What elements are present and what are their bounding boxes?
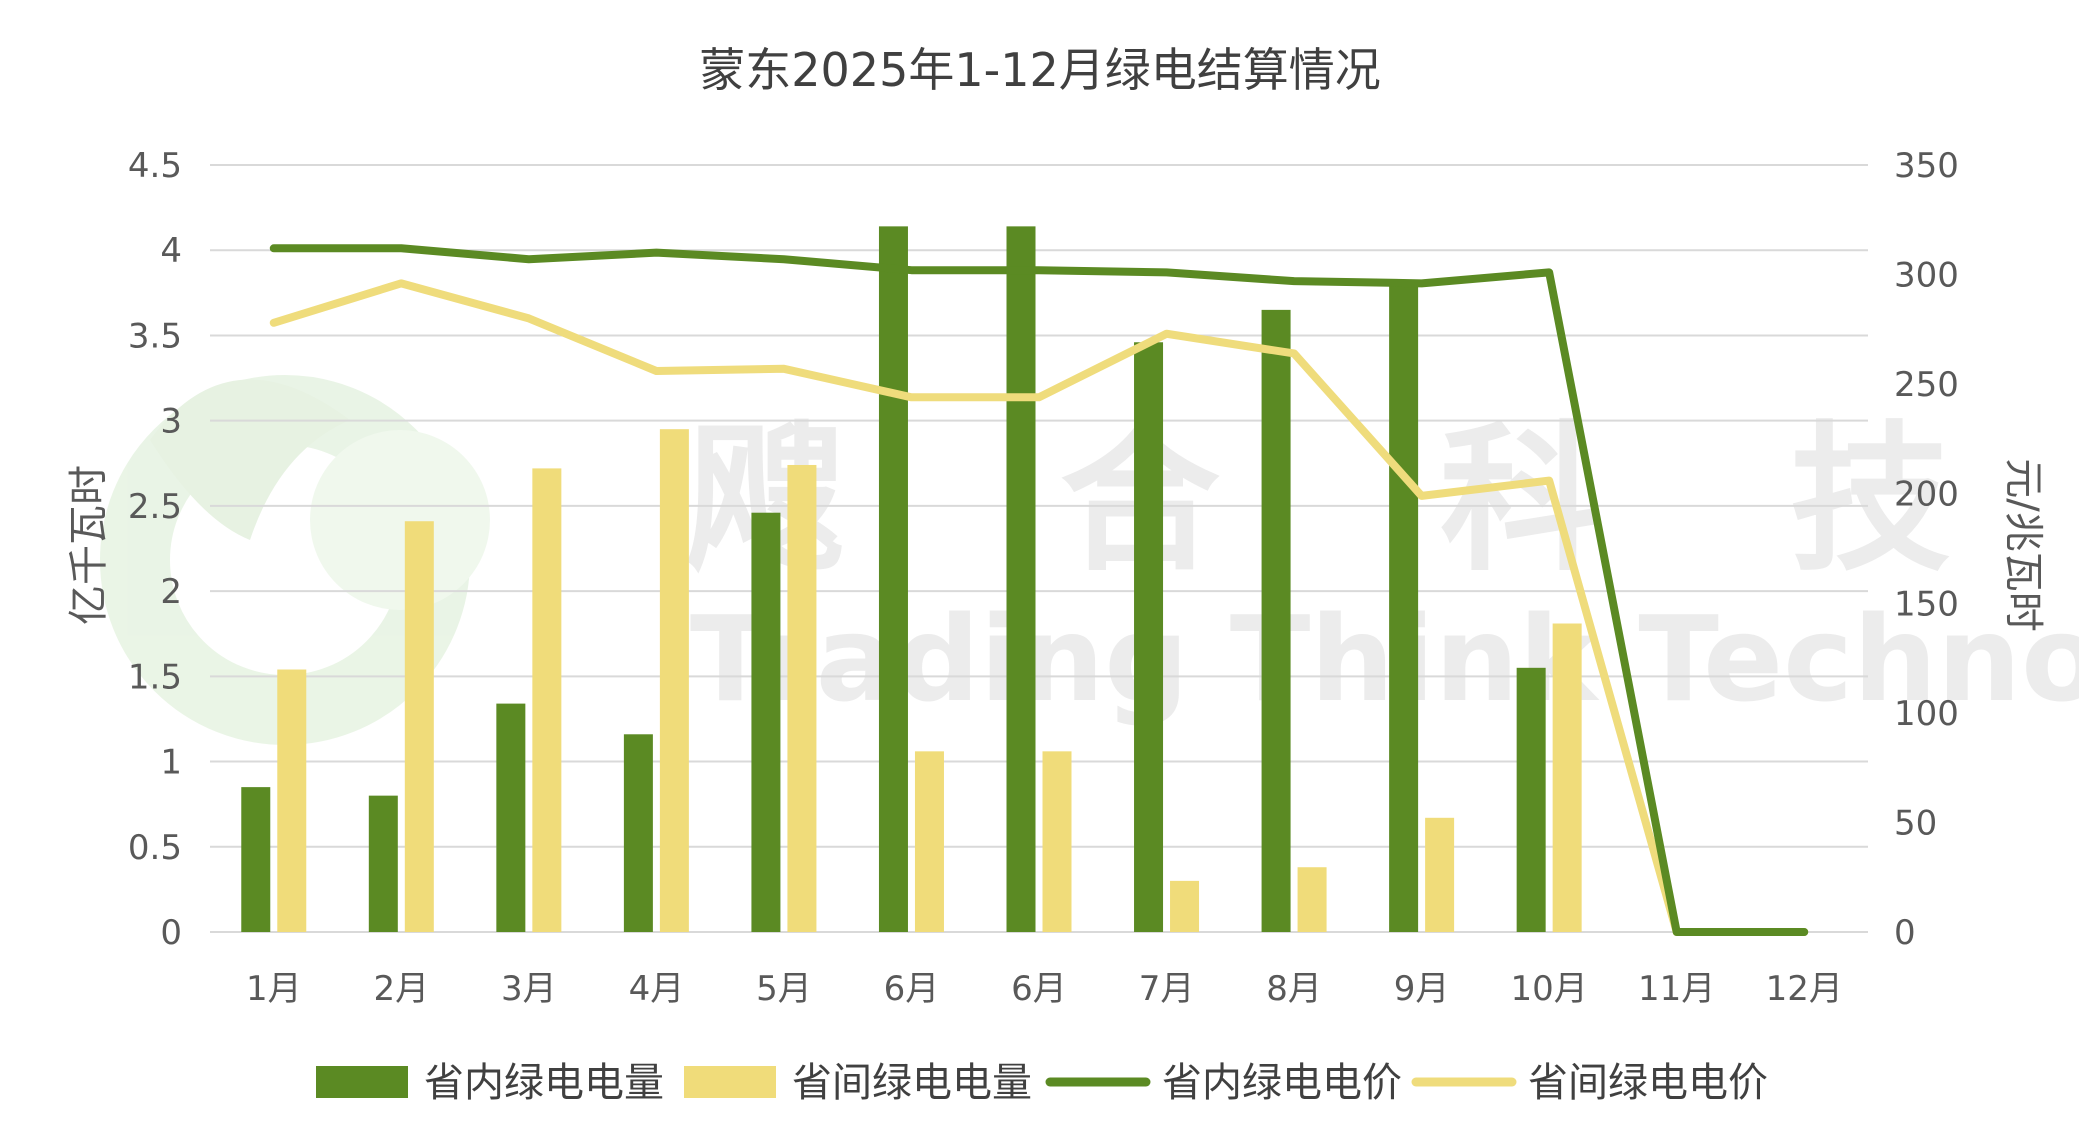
legend-label-inter-volume: 省间绿电电量 [792, 1060, 1032, 1106]
x-tick-label: 2月 [373, 969, 429, 1009]
line-series [269, 244, 1809, 936]
x-tick-label: 6月 [884, 969, 940, 1009]
legend-label-inter-price: 省间绿电电价 [1528, 1060, 1768, 1106]
x-tick-label: 3月 [501, 969, 557, 1009]
x-tick-label: 9月 [1394, 969, 1450, 1009]
bar-inner-volume [1516, 667, 1546, 932]
bar-inner-volume [751, 512, 781, 932]
bar-inter-volume [1552, 623, 1582, 932]
bar-inter-volume [1297, 867, 1327, 932]
bar-inter-volume [1170, 880, 1200, 932]
x-tick-label: 1月 [246, 969, 302, 1009]
x-tick-label: 11月 [1638, 969, 1715, 1009]
bar-inner-volume [1006, 226, 1036, 933]
bar-inner-volume [368, 795, 398, 932]
x-axis-ticks: 1月 2月 3月 4月 5月 6月 6月 7月 8月 9月 10月 11月 12月 [246, 969, 1843, 1009]
left-tick-label: 0.5 [128, 828, 182, 868]
left-tick-label: 4 [160, 231, 182, 271]
watermark-cn-4: 技 [1790, 406, 1950, 593]
right-tick-label: 50 [1894, 803, 1937, 843]
right-tick-label: 200 [1894, 475, 1959, 515]
x-tick-label: 12月 [1766, 969, 1843, 1009]
watermark-logo [100, 375, 490, 745]
right-axis-title: 元/兆瓦时 [2000, 458, 2046, 631]
legend: 省内绿电电量 省间绿电电量 省内绿电电价 省间绿电电价 [316, 1060, 1768, 1106]
legend-swatch-inner-volume [316, 1066, 408, 1098]
right-tick-label: 250 [1894, 365, 1959, 405]
x-tick-label: 8月 [1266, 969, 1322, 1009]
bar-series [241, 226, 1582, 933]
bar-inter-volume [532, 468, 562, 932]
left-tick-label: 3 [160, 402, 182, 442]
bar-inter-volume [787, 464, 817, 932]
left-tick-label: 0 [160, 913, 182, 953]
legend-label-inner-volume: 省内绿电电量 [424, 1060, 664, 1106]
left-tick-label: 2.5 [128, 487, 182, 527]
x-tick-label: 5月 [756, 969, 812, 1009]
left-tick-label: 2 [160, 572, 182, 612]
right-tick-label: 300 [1894, 256, 1959, 296]
bar-inner-volume [1261, 309, 1291, 932]
right-axis-ticks: 0 50 100 150 200 250 300 350 [1894, 146, 1959, 953]
bar-inner-volume [1134, 342, 1164, 932]
x-tick-label: 7月 [1139, 969, 1195, 1009]
legend-swatch-inter-volume [684, 1066, 776, 1098]
gridlines [210, 164, 1868, 933]
bar-inter-volume [1425, 817, 1455, 932]
chart-title: 蒙东2025年1-12月绿电结算情况 [699, 43, 1380, 97]
left-tick-label: 1.5 [128, 657, 182, 697]
line-inner-price [269, 244, 1809, 936]
left-tick-label: 4.5 [128, 146, 182, 186]
right-tick-label: 100 [1894, 694, 1959, 734]
bar-inter-volume [1042, 751, 1072, 932]
left-axis-ticks: 0 0.5 1 1.5 2 2.5 3 3.5 4 4.5 [128, 146, 182, 953]
left-axis-title: 亿千瓦时 [66, 465, 112, 625]
bar-inter-volume [659, 429, 689, 932]
watermark-en: Trading Think Technology [690, 590, 2079, 728]
right-tick-label: 150 [1894, 584, 1959, 624]
x-tick-label: 4月 [629, 969, 685, 1009]
bar-inter-volume [277, 669, 307, 932]
left-tick-label: 1 [160, 743, 182, 783]
x-tick-label: 6月 [1011, 969, 1067, 1009]
watermark: 飕 合 科 技 Trading Think Technology [100, 375, 2079, 745]
right-tick-label: 350 [1894, 146, 1959, 186]
bar-inner-volume [241, 787, 271, 932]
x-tick-label: 10月 [1511, 969, 1588, 1009]
left-tick-label: 3.5 [128, 316, 182, 356]
legend-label-inner-price: 省内绿电电价 [1162, 1060, 1402, 1106]
bar-inter-volume [914, 751, 944, 932]
bar-inner-volume [496, 703, 526, 932]
bar-inter-volume [404, 521, 434, 932]
right-tick-label: 0 [1894, 913, 1916, 953]
bar-inner-volume [878, 226, 908, 933]
bar-inner-volume [623, 734, 653, 932]
bar-inner-volume [1389, 284, 1419, 932]
line-inter-price [269, 279, 1809, 936]
